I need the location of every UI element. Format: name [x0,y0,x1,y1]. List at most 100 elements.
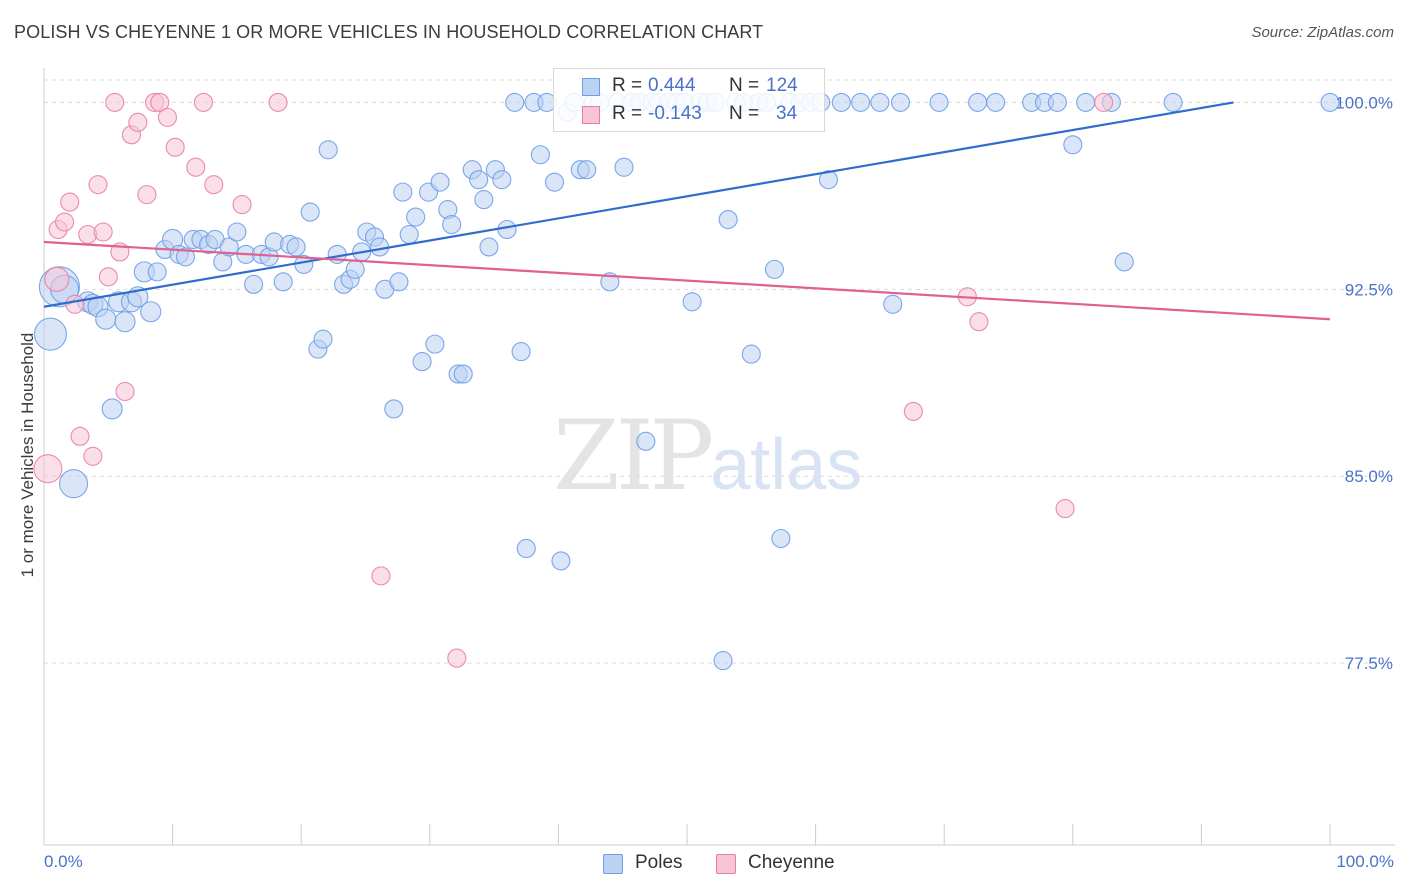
data-point-poles [718,209,738,230]
poles-points [33,92,1340,671]
data-point-poles [442,214,462,235]
data-point-poles [313,329,333,349]
data-point-poles [741,344,761,364]
data-point-poles [1114,252,1134,272]
data-point-poles [497,219,517,240]
data-point-cheyenne [186,157,206,177]
bottom-legend-label-cheyenne: Cheyenne [748,852,835,873]
legend-r-label: R = [612,75,643,96]
data-point-poles [600,272,620,292]
data-point-poles [389,272,409,292]
data-point-poles [469,170,489,190]
y-tick-label: 100.0% [1335,93,1393,112]
y-tick-label: 92.5% [1345,280,1393,299]
data-point-cheyenne [447,648,467,668]
data-point-poles [453,364,473,384]
data-point-poles [95,308,117,330]
data-point-poles [412,352,432,372]
legend-n-label: N = [729,75,760,96]
data-point-poles [140,301,162,323]
data-point-poles [818,170,839,190]
watermark-zip: ZIP [553,400,714,512]
data-point-poles [511,342,531,362]
data-point-cheyenne [232,195,252,215]
data-point-poles [870,92,890,112]
data-point-cheyenne [193,92,214,112]
legend-n-value-cheyenne: 34 [776,103,798,124]
data-point-cheyenne [105,92,125,112]
data-point-poles [273,272,293,292]
data-point-poles [479,237,499,257]
data-point-poles [1047,92,1067,112]
data-point-poles [492,170,512,190]
data-point-poles [713,651,733,671]
grid-lines [44,79,1395,664]
watermark: ZIPatlas [553,400,862,512]
data-point-poles [474,190,494,210]
bottom-legend-swatch-cheyenne [716,854,736,874]
data-point-poles [318,140,338,160]
data-point-poles [175,247,196,267]
x-tick-label-max: 100.0% [1336,852,1394,871]
legend-swatch-poles [582,78,600,96]
data-point-poles [890,92,911,112]
data-point-poles [406,207,426,227]
data-point-cheyenne [65,294,85,314]
data-point-poles [614,157,634,177]
data-point-cheyenne [60,192,80,212]
trend-lines [43,101,1331,321]
data-point-cheyenne [165,137,185,157]
trend-line-cheyenne [43,240,1331,321]
data-point-poles [764,259,784,279]
data-point-poles [771,528,791,549]
data-point-poles [636,431,656,451]
data-point-cheyenne [268,92,288,112]
data-point-poles [551,551,571,571]
bottom-legend-swatch-poles [603,854,623,874]
data-point-poles [59,469,89,499]
data-point-poles [147,262,167,282]
chart-title: POLISH VS CHEYENNE 1 OR MORE VEHICLES IN… [14,22,764,42]
data-point-cheyenne [115,381,135,402]
data-point-poles [1320,92,1340,112]
data-point-poles [384,399,404,419]
y-tick-label: 85.0% [1345,467,1393,486]
data-point-cheyenne [903,401,923,421]
data-point-poles [1076,92,1096,112]
data-point-cheyenne [128,112,148,132]
trend-line-poles [43,101,1234,308]
data-point-poles [682,292,702,312]
data-point-poles [345,259,365,279]
legend-r-value-cheyenne: -0.143 [648,103,702,124]
data-point-poles [929,92,949,112]
data-point-poles [101,398,123,420]
data-point-poles [577,160,597,180]
data-point-cheyenne [969,312,989,332]
data-point-cheyenne [371,566,391,586]
data-point-poles [1163,92,1183,112]
data-point-poles [516,538,536,559]
data-point-cheyenne [44,266,70,292]
data-point-poles [219,237,239,257]
axes [43,68,1395,846]
data-point-poles [831,92,851,112]
data-point-poles [883,294,903,314]
legend-n-value-poles: 124 [766,75,798,96]
data-point-poles [544,172,565,192]
data-point-cheyenne [1055,499,1075,519]
legend-r-label: R = [612,103,643,124]
data-point-cheyenne [204,175,224,195]
y-tick-labels: 77.5% 85.0% 92.5% 100.0% [1335,93,1393,673]
y-tick-label: 77.5% [1345,654,1393,673]
data-point-poles [244,274,264,294]
source-label: Source: ZipAtlas.com [1251,24,1394,41]
data-point-poles [530,145,550,165]
data-point-cheyenne [55,212,75,232]
x-tick-label-min: 0.0% [44,852,83,871]
legend-n-label: N = [729,103,760,124]
data-point-cheyenne [1094,92,1114,112]
data-point-poles [986,92,1006,112]
data-point-poles [33,317,67,351]
legend-swatch-cheyenne [582,106,600,124]
data-point-poles [968,92,988,112]
